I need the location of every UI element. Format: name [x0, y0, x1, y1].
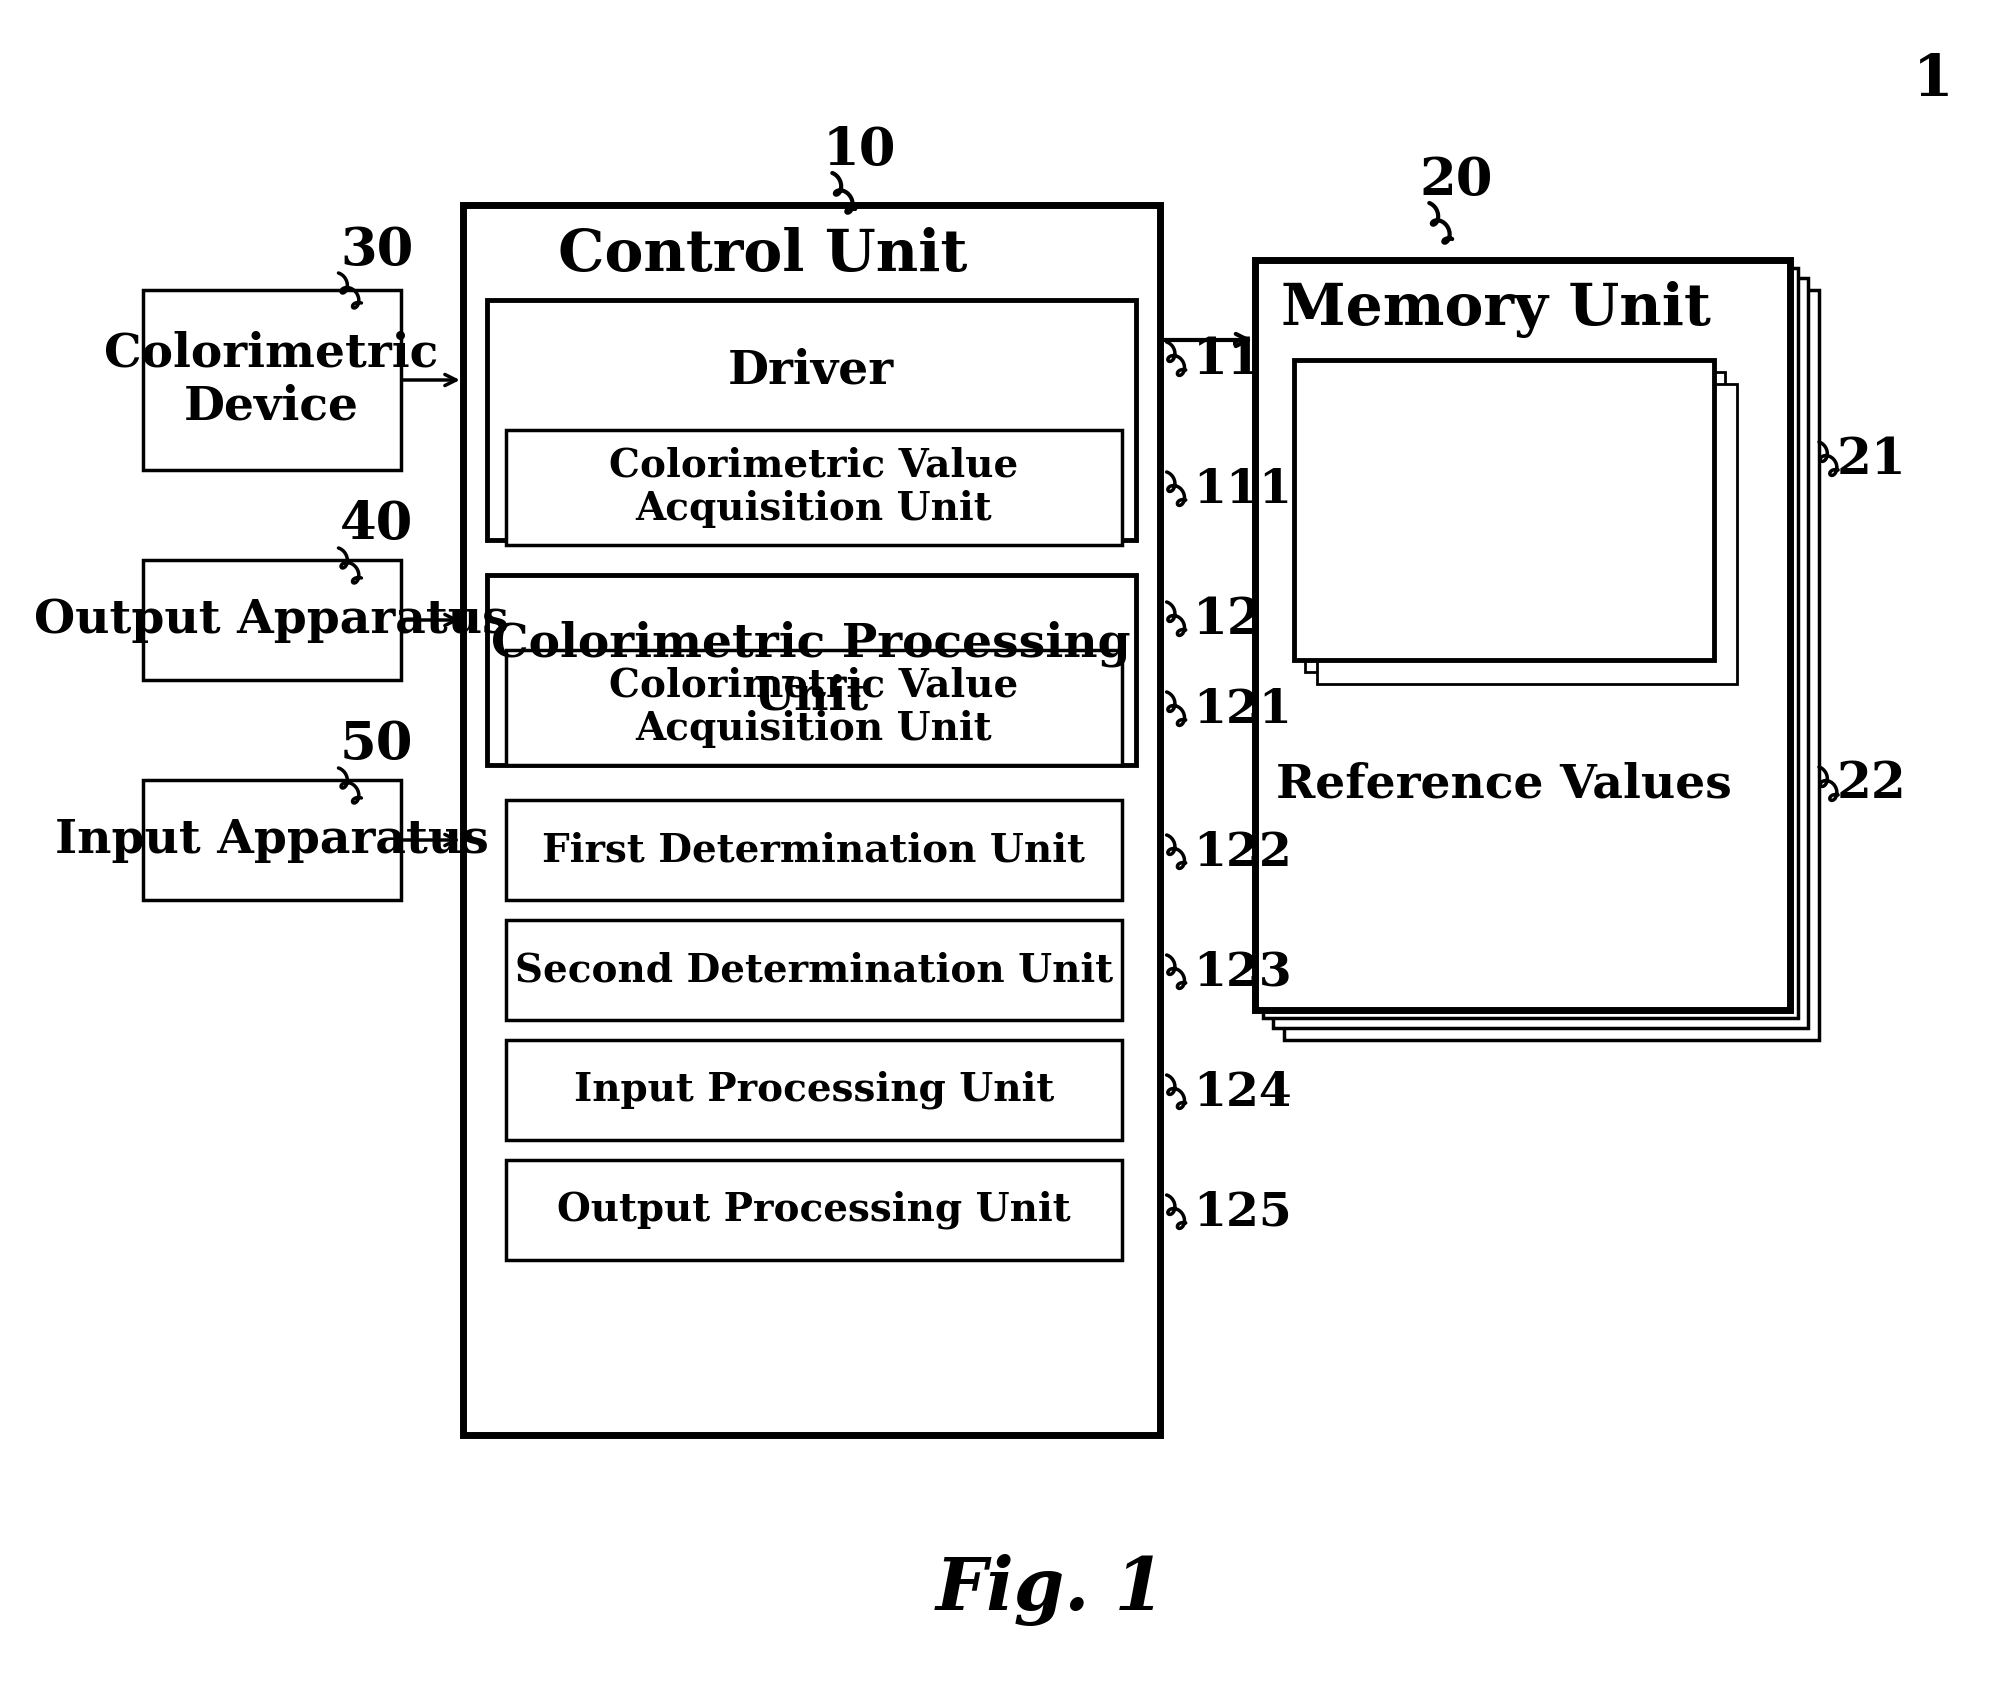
Bar	[1317, 383, 1738, 683]
Bar	[143, 780, 400, 900]
Text: Second Determination Unit: Second Determination Unit	[515, 951, 1112, 988]
Bar	[1293, 721, 1713, 850]
Text: 1: 1	[1912, 53, 1955, 107]
Bar	[143, 290, 400, 470]
Text: Chart Image
Data: Chart Image Data	[1337, 460, 1669, 561]
Text: Reference Values: Reference Values	[1275, 762, 1731, 808]
Text: 21: 21	[1836, 436, 1906, 484]
Text: Control Unit: Control Unit	[557, 227, 967, 283]
Text: Output Processing Unit: Output Processing Unit	[557, 1191, 1070, 1229]
Bar	[505, 799, 1122, 900]
Text: 125: 125	[1193, 1189, 1293, 1235]
Bar	[505, 649, 1122, 765]
Text: 111: 111	[1193, 467, 1293, 513]
Text: 124: 124	[1193, 1070, 1293, 1116]
Text: 121: 121	[1193, 687, 1293, 733]
Bar	[1285, 290, 1820, 1039]
Text: 50: 50	[340, 719, 414, 770]
Text: Output Apparatus: Output Apparatus	[34, 596, 509, 642]
Text: 11: 11	[1193, 336, 1263, 385]
Text: Input Apparatus: Input Apparatus	[54, 816, 489, 862]
Text: Colorimetric
Device: Colorimetric Device	[105, 331, 438, 429]
Text: Fig. 1: Fig. 1	[935, 1554, 1164, 1626]
Text: 123: 123	[1193, 951, 1291, 997]
Bar	[1263, 268, 1798, 1017]
Bar	[487, 300, 1136, 540]
Text: Colorimetric Processing
Unit: Colorimetric Processing Unit	[491, 620, 1130, 719]
Bar	[1255, 261, 1790, 1010]
Bar	[143, 561, 400, 680]
Text: 22: 22	[1836, 760, 1906, 809]
Bar	[505, 1160, 1122, 1259]
Text: 10: 10	[822, 124, 895, 176]
Bar	[1305, 371, 1725, 671]
Text: 12: 12	[1193, 595, 1263, 644]
Bar	[1293, 360, 1713, 659]
Text: Colorimetric Value
Acquisition Unit: Colorimetric Value Acquisition Unit	[609, 666, 1018, 748]
Text: Colorimetric Value
Acquisition Unit: Colorimetric Value Acquisition Unit	[609, 446, 1018, 528]
Text: 30: 30	[340, 225, 414, 276]
Bar	[505, 429, 1122, 545]
Bar	[505, 920, 1122, 1021]
Text: 20: 20	[1420, 155, 1492, 206]
Text: First Determination Unit: First Determination Unit	[543, 832, 1086, 869]
Text: Memory Unit: Memory Unit	[1281, 281, 1711, 339]
Text: 122: 122	[1193, 830, 1293, 876]
Bar	[1273, 278, 1808, 1028]
Bar	[463, 204, 1160, 1435]
Text: Input Processing Unit: Input Processing Unit	[573, 1070, 1054, 1109]
Bar	[487, 574, 1136, 765]
Bar	[505, 1039, 1122, 1140]
Text: 40: 40	[340, 499, 414, 550]
Text: Driver: Driver	[728, 348, 895, 394]
